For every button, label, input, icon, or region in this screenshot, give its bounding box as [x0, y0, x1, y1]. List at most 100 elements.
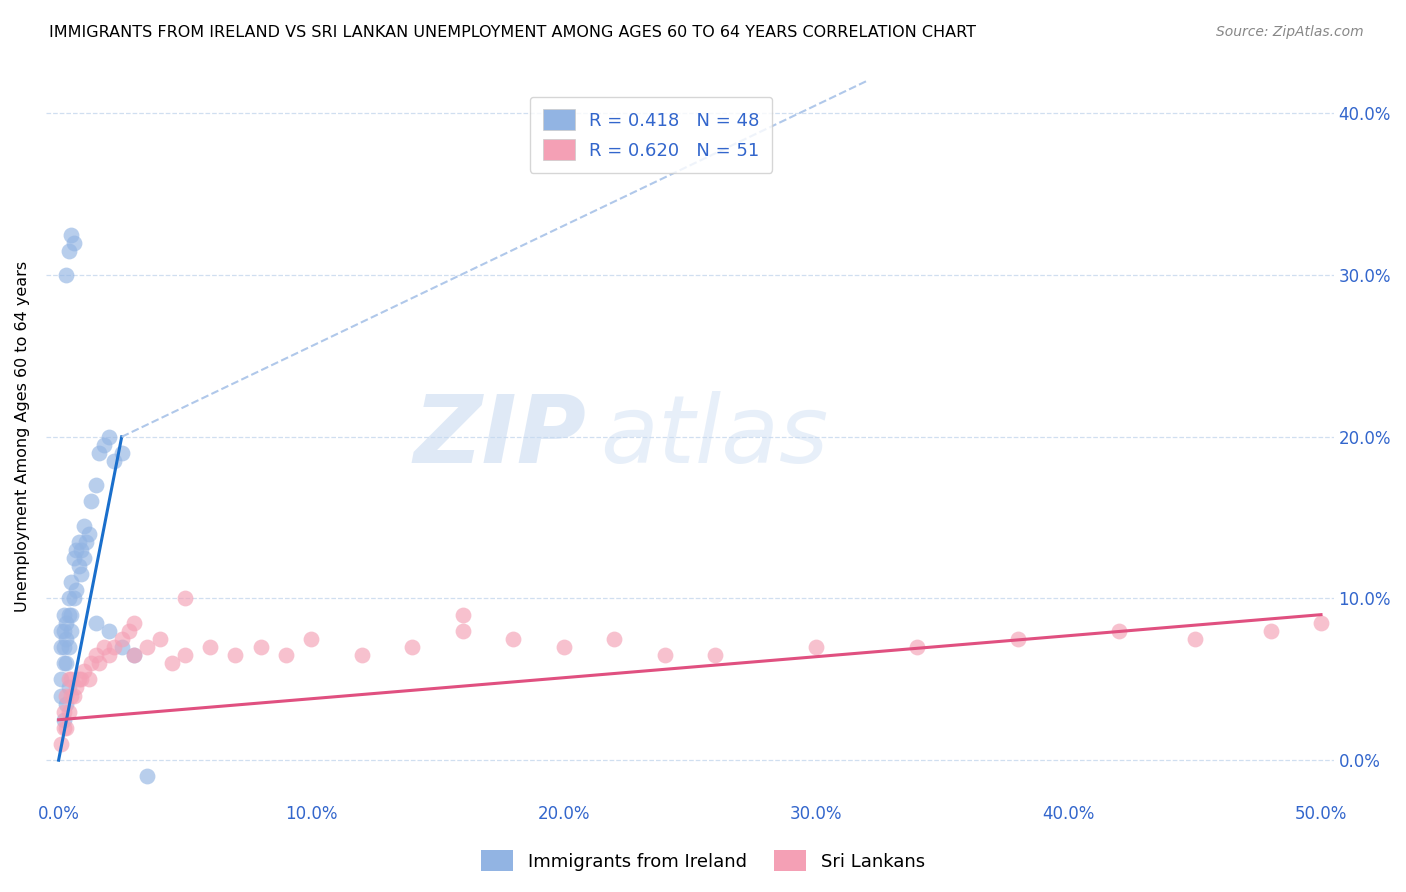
Point — [62, 551, 84, 566]
Point — [60, 673, 83, 687]
Point — [67, 535, 90, 549]
Point — [173, 648, 195, 662]
Point — [58, 673, 80, 687]
Point — [55, 615, 77, 630]
Point — [80, 656, 103, 670]
Point — [60, 227, 83, 242]
Point — [350, 648, 373, 662]
Text: IMMIGRANTS FROM IRELAND VS SRI LANKAN UNEMPLOYMENT AMONG AGES 60 TO 64 YEARS COR: IMMIGRANTS FROM IRELAND VS SRI LANKAN UN… — [49, 25, 976, 40]
Point — [118, 624, 141, 638]
Y-axis label: Unemployment Among Ages 60 to 64 years: Unemployment Among Ages 60 to 64 years — [15, 261, 30, 613]
Point — [98, 648, 121, 662]
Point — [49, 624, 72, 638]
Point — [58, 681, 80, 695]
Point — [58, 705, 80, 719]
Point — [224, 648, 246, 662]
Point — [1007, 632, 1029, 646]
Point — [52, 705, 75, 719]
Point — [502, 632, 524, 646]
Point — [905, 640, 928, 654]
Point — [60, 689, 83, 703]
Point — [98, 624, 121, 638]
Point — [60, 575, 83, 590]
Point — [65, 543, 87, 558]
Point — [124, 648, 146, 662]
Point — [149, 632, 172, 646]
Point — [60, 624, 83, 638]
Point — [60, 607, 83, 622]
Point — [249, 640, 271, 654]
Text: ZIP: ZIP — [413, 391, 586, 483]
Point — [52, 640, 75, 654]
Point — [451, 624, 474, 638]
Point — [55, 697, 77, 711]
Point — [70, 543, 93, 558]
Point — [65, 681, 87, 695]
Point — [58, 640, 80, 654]
Point — [55, 689, 77, 703]
Point — [198, 640, 221, 654]
Point — [73, 551, 96, 566]
Point — [58, 607, 80, 622]
Point — [103, 454, 125, 468]
Point — [62, 591, 84, 606]
Point — [173, 591, 195, 606]
Point — [93, 438, 115, 452]
Point — [58, 244, 80, 258]
Point — [55, 632, 77, 646]
Text: atlas: atlas — [600, 392, 828, 483]
Point — [49, 737, 72, 751]
Point — [80, 494, 103, 508]
Point — [86, 648, 108, 662]
Point — [77, 673, 100, 687]
Point — [553, 640, 575, 654]
Point — [52, 713, 75, 727]
Point — [1260, 624, 1282, 638]
Point — [136, 769, 159, 783]
Point — [603, 632, 626, 646]
Point — [62, 689, 84, 703]
Point — [160, 656, 183, 670]
Point — [67, 559, 90, 574]
Point — [86, 478, 108, 492]
Point — [1108, 624, 1130, 638]
Point — [58, 591, 80, 606]
Point — [1184, 632, 1206, 646]
Point — [654, 648, 676, 662]
Point — [55, 268, 77, 282]
Point — [136, 640, 159, 654]
Point — [401, 640, 423, 654]
Point — [86, 615, 108, 630]
Point — [49, 689, 72, 703]
Legend: Immigrants from Ireland, Sri Lankans: Immigrants from Ireland, Sri Lankans — [474, 843, 932, 879]
Point — [98, 430, 121, 444]
Text: Source: ZipAtlas.com: Source: ZipAtlas.com — [1216, 25, 1364, 39]
Point — [111, 446, 134, 460]
Point — [124, 615, 146, 630]
Point — [274, 648, 297, 662]
Point — [52, 721, 75, 735]
Point — [299, 632, 322, 646]
Point — [67, 673, 90, 687]
Point — [73, 665, 96, 679]
Point — [103, 640, 125, 654]
Point — [77, 526, 100, 541]
Point — [70, 567, 93, 582]
Point — [111, 632, 134, 646]
Point — [124, 648, 146, 662]
Point — [804, 640, 827, 654]
Point — [49, 640, 72, 654]
Point — [52, 607, 75, 622]
Point — [49, 673, 72, 687]
Point — [65, 583, 87, 598]
Point — [52, 624, 75, 638]
Point — [62, 235, 84, 250]
Point — [70, 673, 93, 687]
Point — [75, 535, 97, 549]
Point — [55, 656, 77, 670]
Point — [451, 607, 474, 622]
Point — [87, 656, 110, 670]
Point — [87, 446, 110, 460]
Point — [111, 640, 134, 654]
Point — [55, 721, 77, 735]
